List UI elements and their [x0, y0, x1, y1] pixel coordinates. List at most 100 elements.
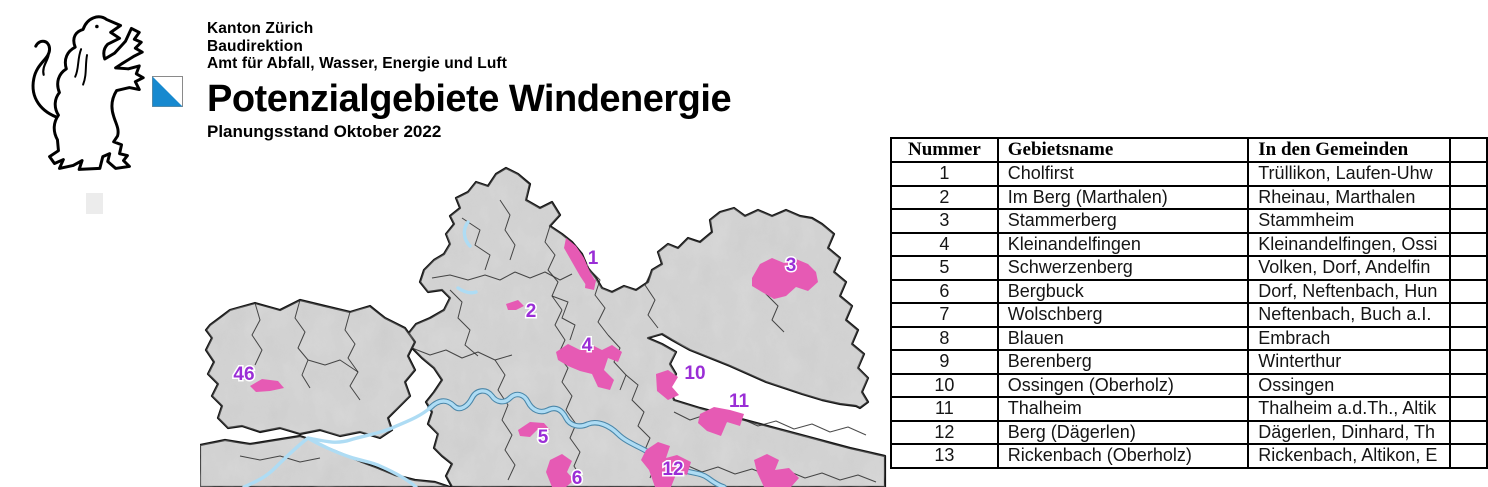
cell-clipped: [1449, 349, 1488, 375]
cell-gebietsname: Wolschberg: [996, 302, 1250, 328]
area-label-11: 11: [729, 391, 750, 412]
page-subtitle: Planungsstand Oktober 2022: [207, 121, 442, 141]
cell-clipped: [1449, 372, 1488, 398]
cell-nummer: 8: [890, 325, 999, 351]
wind-area-1b: [585, 278, 596, 290]
table-header-row: Nummer Gebietsname In den Gemeinden: [890, 137, 1488, 163]
cell-clipped: [1449, 231, 1488, 257]
wind-potential-areas: [250, 238, 818, 487]
zurich-flag-icon: [152, 76, 183, 107]
cell-nummer: 2: [890, 184, 999, 210]
area-label-2: 2: [526, 301, 537, 322]
cell-gebietsname: Kleinandelfingen: [996, 231, 1250, 257]
cell-gebietsname: Cholfirst: [996, 161, 1250, 187]
cell-gebietsname: Ossingen (Oberholz): [996, 372, 1250, 398]
cell-nummer: 9: [890, 349, 999, 375]
lion-mane: [74, 48, 89, 86]
cell-clipped: [1449, 255, 1488, 281]
cell-gemeinden: Embrach: [1247, 325, 1452, 351]
col-header-gebietsname: Gebietsname: [996, 137, 1250, 163]
letterhead: Kanton Zürich Baudirektion Amt für Abfal…: [207, 20, 907, 142]
table-row: 6 Bergbuck Dorf, Neftenbach, Hun: [890, 278, 1488, 304]
cell-gemeinden: Dägerlen, Dinhard, Th: [1247, 419, 1452, 445]
cell-gemeinden: Stammheim: [1247, 208, 1452, 234]
col-header-gemeinden: In den Gemeinden: [1247, 137, 1452, 163]
col-header-nummer: Nummer: [890, 137, 999, 163]
cell-clipped: [1449, 161, 1488, 187]
col-header-clipped: [1449, 137, 1488, 163]
table-row: 8 Blauen Embrach: [890, 325, 1488, 351]
table-row: 11 Thalheim Thalheim a.d.Th., Altik: [890, 396, 1488, 422]
cell-gemeinden: Trüllikon, Laufen-Uhw: [1247, 161, 1452, 187]
lion-body: [48, 15, 145, 171]
cell-nummer: 13: [890, 443, 999, 469]
wind-potential-map: 1 2 3 4 5 6 10 11 12 46: [200, 160, 888, 487]
cell-clipped: [1449, 208, 1488, 234]
wind-area-12: [641, 442, 691, 487]
table-row: 10 Ossingen (Oberholz) Ossingen: [890, 372, 1488, 398]
rhine-branch: [242, 436, 310, 487]
wind-area-6: [546, 454, 574, 487]
wind-area-46: [250, 379, 284, 392]
cell-nummer: 10: [890, 372, 999, 398]
cell-clipped: [1449, 443, 1488, 469]
cell-nummer: 6: [890, 278, 999, 304]
wind-area-11: [698, 407, 744, 436]
page-title: Potenzialgebiete Windenergie: [207, 77, 732, 120]
wind-area-5: [518, 422, 550, 437]
table-row: 13 Rickenbach (Oberholz) Rickenbach, Altik…: [890, 443, 1488, 469]
lion-eye: [95, 24, 99, 29]
org-line-1: Kanton Zürich: [207, 20, 314, 37]
cell-gebietsname: Bergbuck: [996, 278, 1250, 304]
cell-gemeinden: Kleinandelfingen, Ossi: [1247, 231, 1452, 257]
cell-nummer: 7: [890, 302, 999, 328]
table-row: 7 Wolschberg Neftenbach, Buch a.I.: [890, 302, 1488, 328]
wind-area-13: [754, 454, 799, 487]
area-label-3: 3: [786, 255, 797, 276]
cell-nummer: 1: [890, 161, 999, 187]
area-label-10: 10: [684, 363, 705, 384]
zurich-lion-coat-of-arms: [31, 15, 145, 171]
wind-area-3: [752, 258, 818, 299]
cell-gebietsname: Im Berg (Marthalen): [996, 184, 1250, 210]
table-row: 9 Berenberg Winterthur: [890, 349, 1488, 375]
cell-gemeinden: Rheinau, Marthalen: [1247, 184, 1452, 210]
cell-clipped: [1449, 396, 1488, 422]
wind-area-4: [556, 344, 622, 390]
scan-artifact: [86, 193, 103, 214]
lion-tail: [31, 39, 61, 120]
table-body: 1 Cholfirst Trüllikon, Laufen-Uhw 2 Im Berg …: [890, 161, 1488, 469]
cell-nummer: 5: [890, 255, 999, 281]
lion-tail-inner: [42, 53, 50, 76]
rheinau-loop: [456, 220, 478, 295]
wind-area-2: [506, 300, 524, 310]
area-label-6: 6: [572, 468, 583, 487]
table-row: 12 Berg (Dägerlen) Dägerlen, Dinhard, Th: [890, 419, 1488, 445]
org-line-2: Baudirektion: [207, 37, 303, 55]
cell-nummer: 12: [890, 419, 999, 445]
cell-clipped: [1449, 419, 1488, 445]
cell-gebietsname: Stammerberg: [996, 208, 1250, 234]
area-label-4: 4: [582, 335, 593, 356]
cell-gebietsname: Berenberg: [996, 349, 1250, 375]
cell-gemeinden: Ossingen: [1247, 372, 1452, 398]
table-row: 1 Cholfirst Trüllikon, Laufen-Uhw: [890, 161, 1488, 187]
cell-clipped: [1449, 278, 1488, 304]
cell-gemeinden: Rickenbach, Altikon, E: [1247, 443, 1452, 469]
flag-blue-triangle: [152, 76, 183, 107]
cell-gebietsname: Berg (Dägerlen): [996, 419, 1250, 445]
wind-area-1: [564, 238, 596, 288]
table-row: 5 Schwerzenberg Volken, Dorf, Andelfin: [890, 255, 1488, 281]
cell-gemeinden: Thalheim a.d.Th., Altik: [1247, 396, 1452, 422]
cell-clipped: [1449, 184, 1488, 210]
table-row: 3 Stammerberg Stammheim: [890, 208, 1488, 234]
wind-area-10: [656, 370, 679, 400]
area-label-46: 46: [233, 364, 254, 385]
cell-gemeinden: Winterthur: [1247, 349, 1452, 375]
area-label-5: 5: [538, 427, 549, 448]
cell-gemeinden: Neftenbach, Buch a.I.: [1247, 302, 1452, 328]
area-label-12: 12: [662, 459, 683, 480]
table-row: 2 Im Berg (Marthalen) Rheinau, Marthalen: [890, 184, 1488, 210]
